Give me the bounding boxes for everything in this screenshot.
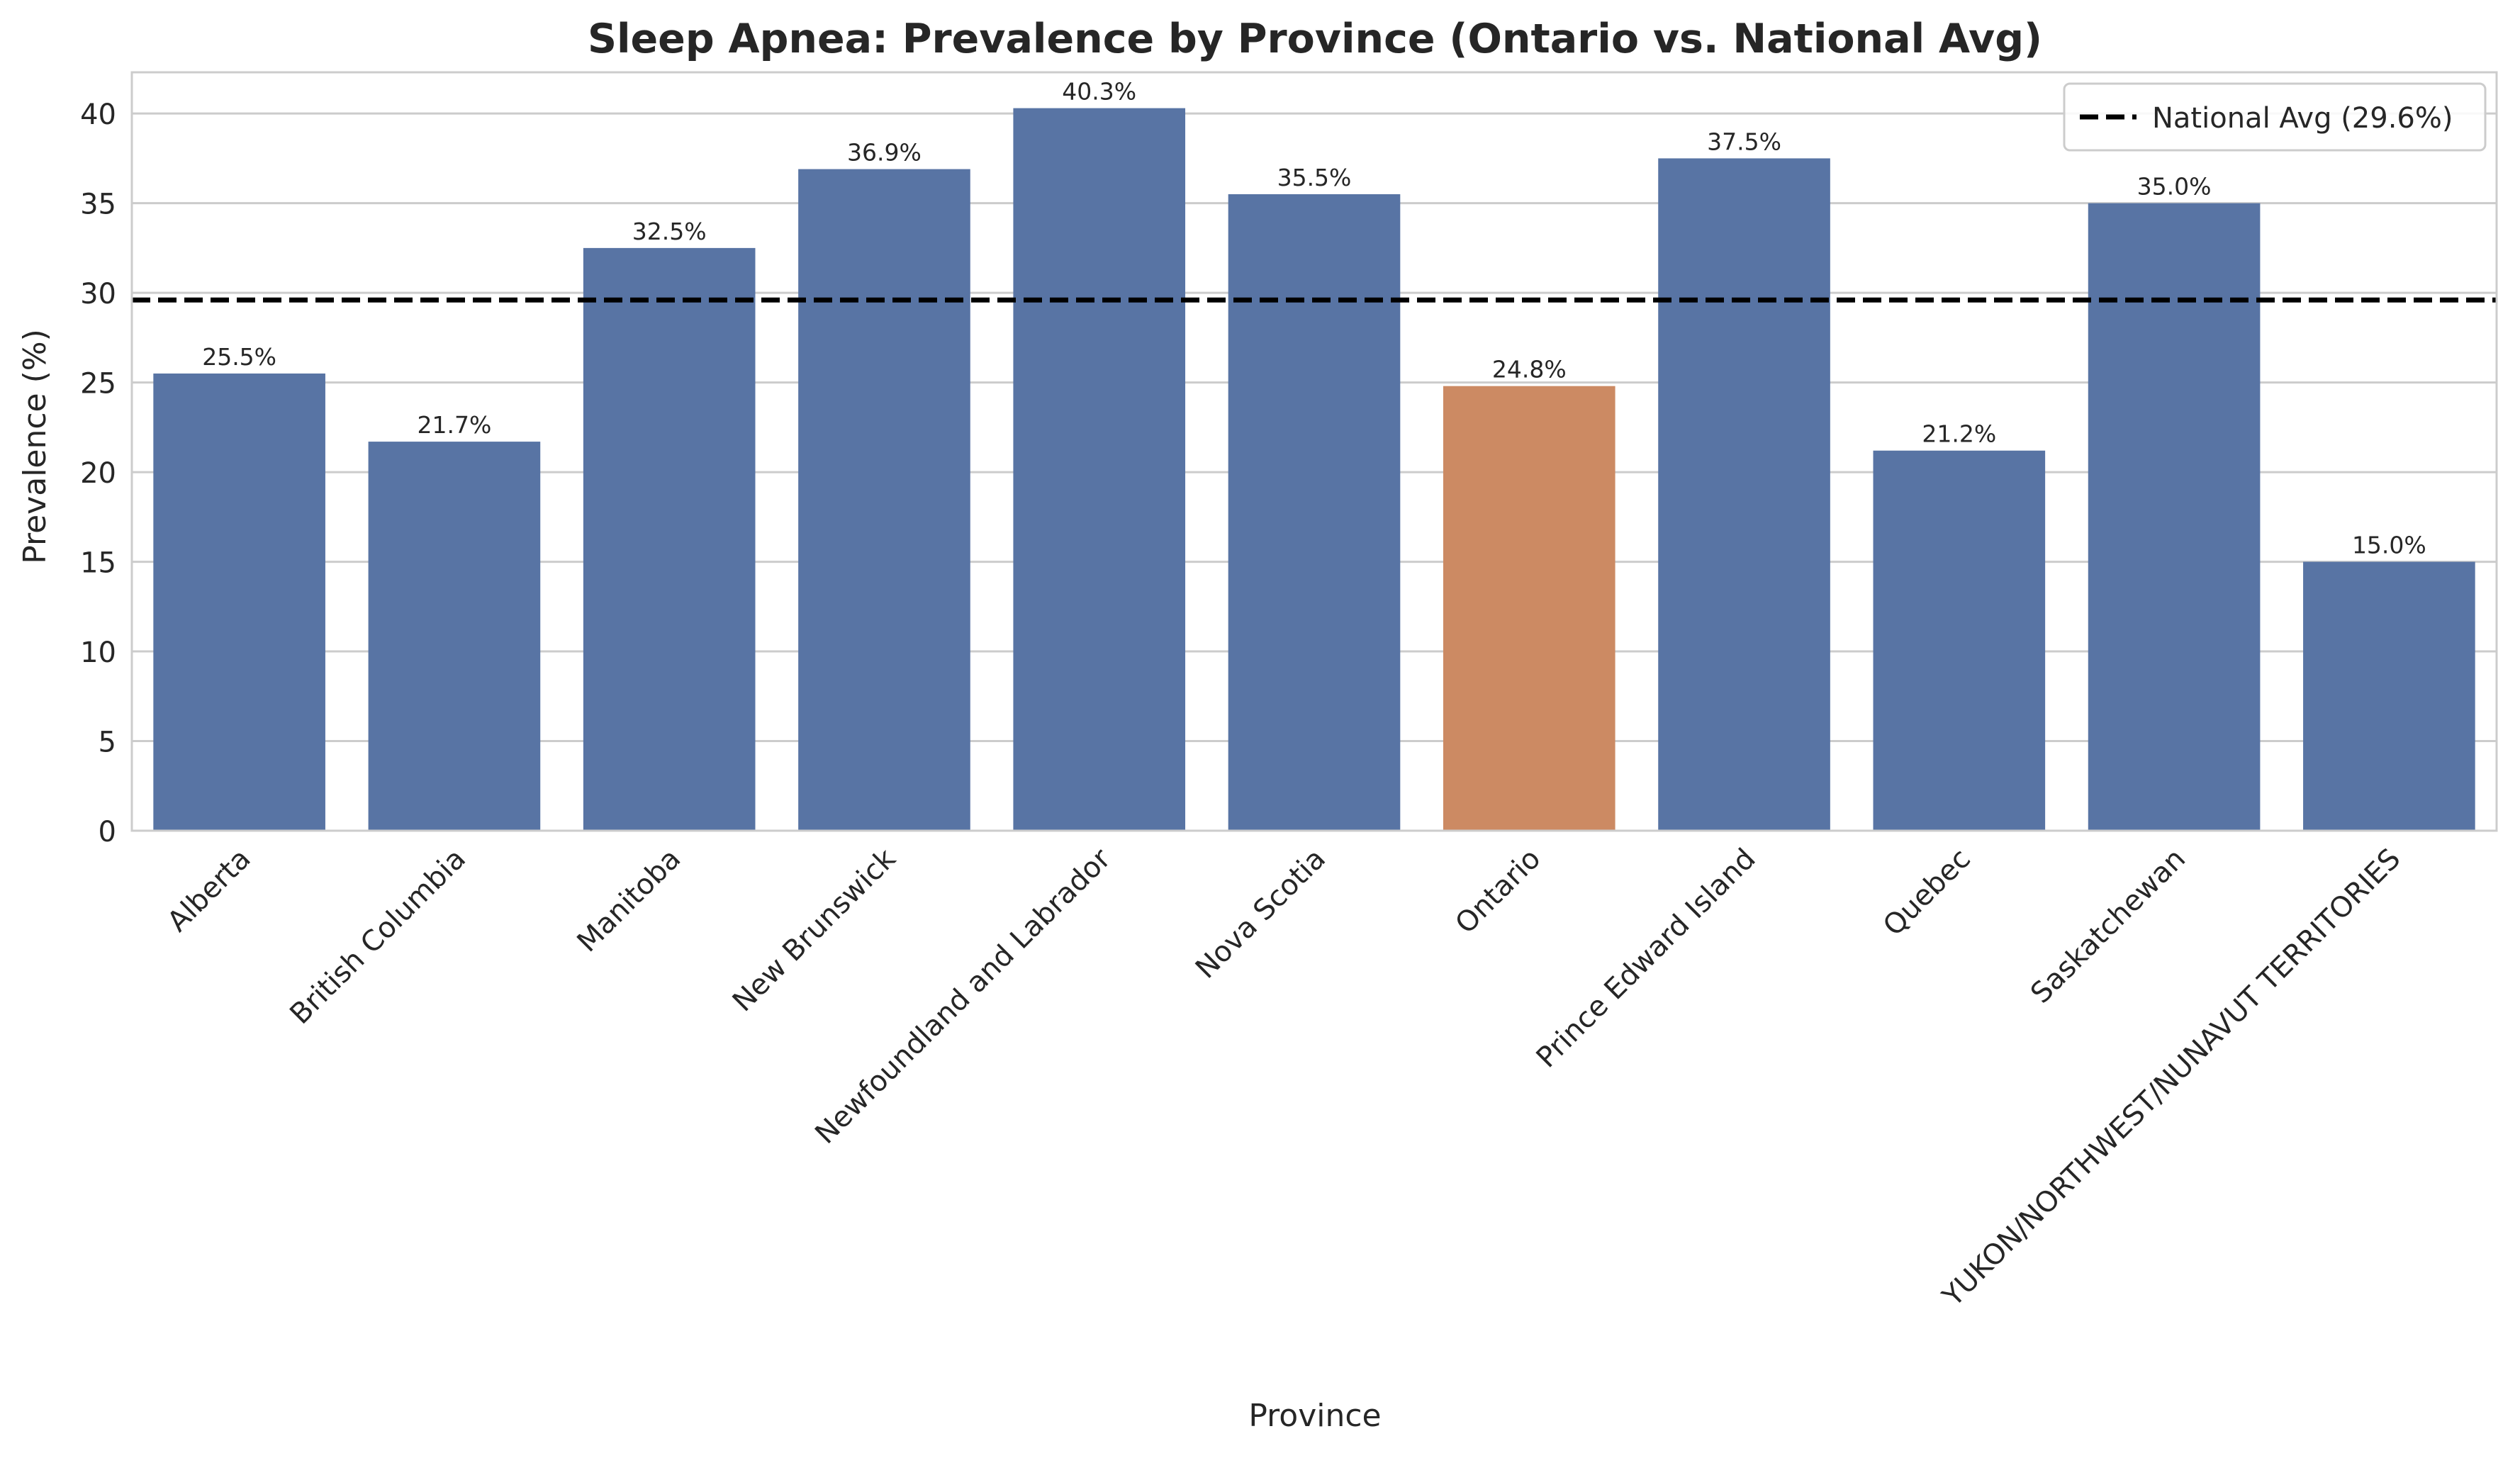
y-tick-label: 35 xyxy=(80,189,116,221)
bar-4 xyxy=(1013,108,1186,831)
plot-frame xyxy=(130,71,2498,832)
bar-1 xyxy=(368,442,541,831)
y-axis-label: Prevalence (%) xyxy=(17,329,53,564)
chart-title: Sleep Apnea: Prevalence by Province (Ont… xyxy=(588,16,2042,62)
bar-6 xyxy=(1443,386,1615,831)
bar-8 xyxy=(1873,450,2046,831)
data-label: 35.0% xyxy=(2137,173,2212,201)
y-tick-label: 5 xyxy=(99,727,116,759)
y-tick-label: 15 xyxy=(80,547,116,580)
bar-3 xyxy=(798,169,970,831)
bar-2 xyxy=(583,247,756,831)
data-label: 32.5% xyxy=(632,218,707,245)
y-tick-label: 25 xyxy=(80,368,116,400)
y-tick-label: 30 xyxy=(80,278,116,310)
y-tick-label: 40 xyxy=(80,99,116,131)
data-label: 36.9% xyxy=(847,139,922,167)
data-label: 24.8% xyxy=(1492,356,1567,383)
y-tick-label: 20 xyxy=(80,457,116,490)
bar-5 xyxy=(1228,194,1401,831)
data-label: 40.3% xyxy=(1062,78,1136,106)
data-label: 21.2% xyxy=(1922,420,1996,448)
bar-7 xyxy=(1658,158,1830,831)
data-label: 21.7% xyxy=(417,411,491,439)
y-tick-label: 10 xyxy=(80,637,116,669)
data-label: 15.0% xyxy=(2352,532,2426,559)
x-axis-label: Province xyxy=(1248,1398,1381,1434)
y-tick-label: 0 xyxy=(99,816,116,848)
bar-10 xyxy=(2303,561,2475,831)
data-label: 37.5% xyxy=(1707,128,1781,155)
legend-label: National Avg (29.6%) xyxy=(2152,102,2453,135)
bar-0 xyxy=(153,373,325,831)
data-label: 25.5% xyxy=(202,343,276,371)
legend-box xyxy=(2063,82,2487,152)
data-label: 35.5% xyxy=(1277,164,1352,191)
bar-9 xyxy=(2088,203,2261,831)
